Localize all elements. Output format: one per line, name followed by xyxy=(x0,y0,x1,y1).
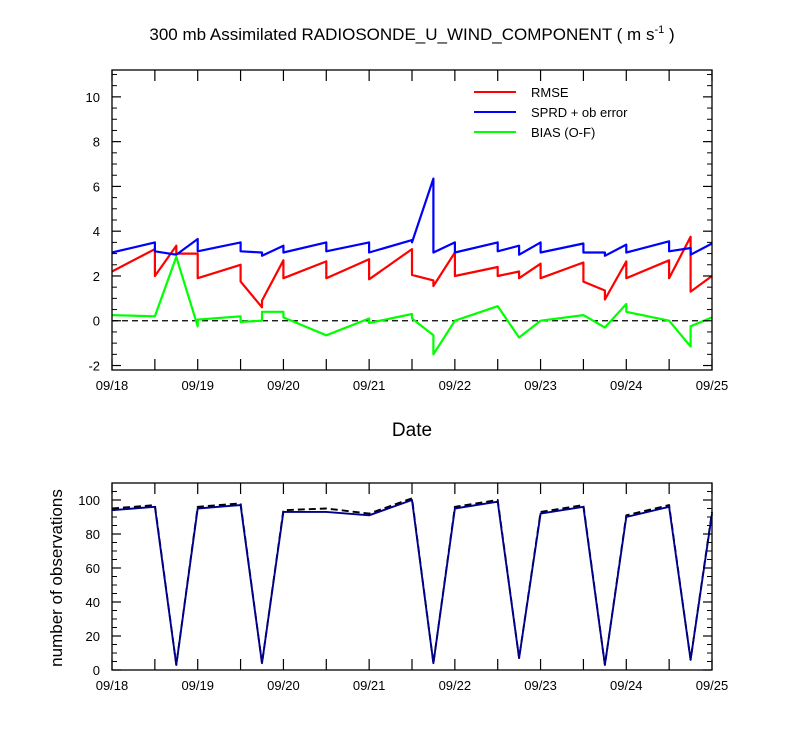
x-tick-label: 09/23 xyxy=(524,378,557,393)
x-tick-label: 09/21 xyxy=(353,678,386,693)
chart-title-superscript: -1 xyxy=(654,24,664,36)
y-tick-label: 6 xyxy=(93,179,100,194)
series-line-0 xyxy=(111,497,713,666)
y-tick-label: 4 xyxy=(93,224,100,239)
x-tick-label: 09/24 xyxy=(610,678,643,693)
x-tick-label: 09/18 xyxy=(96,378,129,393)
chart-title-end: ) xyxy=(664,25,674,44)
series-line-1 xyxy=(111,177,713,257)
x-tick-label: 09/20 xyxy=(267,678,300,693)
y-tick-label: 40 xyxy=(86,595,100,610)
chart-title-main: 300 mb Assimilated RADIOSONDE_U_WIND_COM… xyxy=(149,25,654,44)
legend-label: SPRD + ob error xyxy=(531,105,628,120)
x-tick-label: 09/22 xyxy=(439,678,472,693)
x-tick-label: 09/19 xyxy=(181,678,214,693)
x-tick-label: 09/25 xyxy=(696,378,729,393)
legend-label: BIAS (O-F) xyxy=(531,125,595,140)
series-line-1 xyxy=(111,499,713,666)
x-tick-label: 09/23 xyxy=(524,678,557,693)
legend-label: RMSE xyxy=(531,85,569,100)
y-tick-label: 80 xyxy=(86,527,100,542)
series-line-0 xyxy=(111,235,713,309)
y-tick-label: 20 xyxy=(86,629,100,644)
top-plot-panel: 09/18 09/19 09/20 09/21 09/22 09/23 09/24 09/25… xyxy=(86,69,729,393)
x-tick-label: 09/19 xyxy=(181,378,214,393)
y-tick-label: 0 xyxy=(93,663,100,678)
y-tick-label: 2 xyxy=(93,269,100,284)
bottom-plot-panel: 09/18 09/19 09/20 09/21 09/22 09/23 09/24 09/25… xyxy=(78,482,729,693)
y-tick-label: 8 xyxy=(93,135,100,150)
x-tick-label: 09/25 xyxy=(696,678,729,693)
x-tick-label: 09/21 xyxy=(353,378,386,393)
y-tick-label: -2 xyxy=(88,359,100,374)
x-tick-label: 09/20 xyxy=(267,378,300,393)
y-axis-title-observations: number of observations xyxy=(47,489,66,667)
x-tick-label: 09/22 xyxy=(439,378,472,393)
plot-frame xyxy=(111,482,713,671)
y-tick-label: 10 xyxy=(86,90,100,105)
x-tick-label: 09/24 xyxy=(610,378,643,393)
y-tick-label: 0 xyxy=(93,314,100,329)
x-axis-title: Date xyxy=(392,420,432,441)
y-tick-label: 100 xyxy=(78,493,100,508)
y-tick-label: 60 xyxy=(86,561,100,576)
series-line-2 xyxy=(111,255,713,356)
x-tick-label: 09/18 xyxy=(96,678,129,693)
chart-title: 300 mb Assimilated RADIOSONDE_U_WIND_COM… xyxy=(149,24,674,44)
